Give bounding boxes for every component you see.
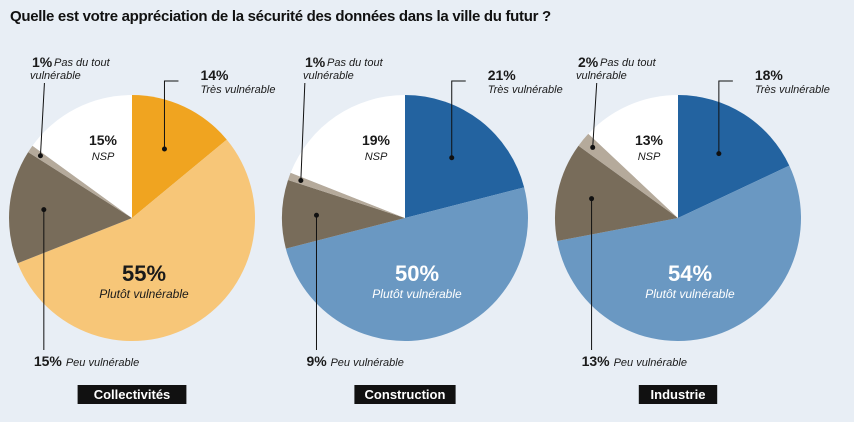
leader-line bbox=[39, 82, 45, 156]
category-label: Collectivités bbox=[94, 387, 171, 402]
label-text: Peu vulnérable bbox=[614, 357, 687, 369]
label-pct: 14% bbox=[200, 67, 229, 83]
pie-2: 18%Très vulnérable 54%Plutôt vulnérable 13… bbox=[555, 54, 830, 404]
label-text: Plutôt vulnérable bbox=[645, 287, 735, 301]
label-pct: 21% bbox=[488, 67, 517, 83]
label-text: Peu vulnérable bbox=[66, 357, 139, 369]
category-badge bbox=[354, 385, 456, 404]
label-pct: 1% bbox=[32, 54, 53, 70]
pie-0: 14%Très vulnérable 55%Plutôt vulnérable 15… bbox=[9, 54, 275, 404]
category-label: Industrie bbox=[651, 387, 706, 402]
label-pct: 1% bbox=[305, 54, 326, 70]
label-text: Plutôt vulnérable bbox=[372, 287, 462, 301]
label-pct: 50% bbox=[395, 261, 439, 286]
pie-slice bbox=[281, 179, 405, 249]
leader-line bbox=[163, 80, 179, 149]
label-text: Pas du tout bbox=[54, 57, 111, 69]
label-pct: 18% bbox=[755, 67, 784, 83]
label-pct: 15% bbox=[89, 132, 118, 148]
chart-title: Quelle est votre appréciation de la sécu… bbox=[10, 8, 551, 25]
pie-slice bbox=[578, 133, 678, 218]
pie-slice bbox=[288, 172, 405, 218]
label-text: vulnérable bbox=[30, 70, 81, 82]
pie-slice bbox=[557, 165, 802, 342]
label-text: NSP bbox=[638, 151, 661, 163]
label-pct: 19% bbox=[362, 132, 391, 148]
label-text: Peu vulnérable bbox=[330, 357, 403, 369]
label-text: vulnérable bbox=[576, 70, 627, 82]
pie-slice bbox=[28, 145, 132, 218]
pie-slice bbox=[285, 187, 529, 342]
leader-line bbox=[451, 80, 466, 158]
pie-slice bbox=[405, 94, 525, 218]
leader-line bbox=[300, 82, 306, 181]
label-text: Plutôt vulnérable bbox=[99, 287, 189, 301]
pie-1: 21%Très vulnérable 50%Plutôt vulnérable 9%… bbox=[281, 54, 563, 404]
label-text: NSP bbox=[92, 151, 115, 163]
label-pct: 2% bbox=[578, 54, 599, 70]
label-text: Très vulnérable bbox=[755, 84, 830, 96]
category-label: Construction bbox=[365, 387, 446, 402]
label-pct: 55% bbox=[122, 261, 166, 286]
pie-slice bbox=[588, 95, 678, 218]
leader-line bbox=[592, 82, 598, 148]
label-pct: 13% bbox=[582, 353, 611, 369]
label-text: Pas du tout bbox=[327, 57, 384, 69]
pie-slice bbox=[290, 95, 405, 218]
leader-line bbox=[718, 80, 733, 154]
pie-slice bbox=[132, 95, 227, 218]
pie-slice bbox=[32, 95, 132, 218]
category-badge bbox=[77, 385, 187, 404]
label-pct: 9% bbox=[306, 353, 327, 369]
label-pct: 15% bbox=[34, 353, 63, 369]
label-pct: 13% bbox=[635, 132, 664, 148]
label-text: vulnérable bbox=[303, 70, 354, 82]
pie-slice bbox=[678, 95, 790, 218]
label-pct: 54% bbox=[668, 261, 712, 286]
label-text: Très vulnérable bbox=[200, 84, 275, 96]
label-text: NSP bbox=[365, 151, 388, 163]
label-text: Pas du tout bbox=[600, 57, 657, 69]
category-badge bbox=[638, 385, 718, 404]
label-text: Très vulnérable bbox=[488, 84, 563, 96]
pie-slice bbox=[9, 152, 132, 264]
pie-slice bbox=[17, 139, 256, 342]
pie-slice bbox=[555, 145, 678, 242]
